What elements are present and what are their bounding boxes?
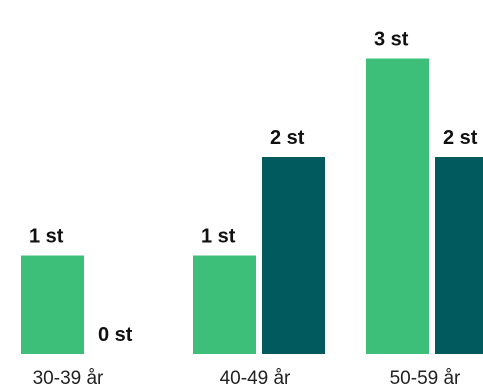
category-labels-layer: 30-39 år 40-49 år 50-59 år bbox=[33, 368, 461, 387]
value-labels-layer: 1 st 0 st 1 st 2 st 3 st 2 st bbox=[29, 29, 478, 347]
value-label-secondary-2: 2 st bbox=[443, 127, 478, 149]
value-label-secondary-1: 2 st bbox=[270, 127, 305, 149]
category-label-1: 40-49 år bbox=[220, 368, 291, 387]
bar-primary-0 bbox=[21, 255, 84, 354]
bar-secondary-1 bbox=[262, 157, 325, 354]
bars-layer bbox=[21, 58, 483, 354]
value-label-primary-1: 1 st bbox=[201, 226, 236, 248]
bar-secondary-2 bbox=[435, 157, 483, 354]
value-label-primary-2: 3 st bbox=[374, 29, 409, 51]
category-label-2: 50-59 år bbox=[390, 368, 461, 387]
bar-primary-2 bbox=[366, 58, 429, 354]
value-label-secondary-0: 0 st bbox=[98, 324, 133, 346]
value-label-primary-0: 1 st bbox=[29, 226, 64, 248]
bar-primary-1 bbox=[193, 255, 256, 354]
category-label-0: 30-39 år bbox=[33, 368, 104, 387]
